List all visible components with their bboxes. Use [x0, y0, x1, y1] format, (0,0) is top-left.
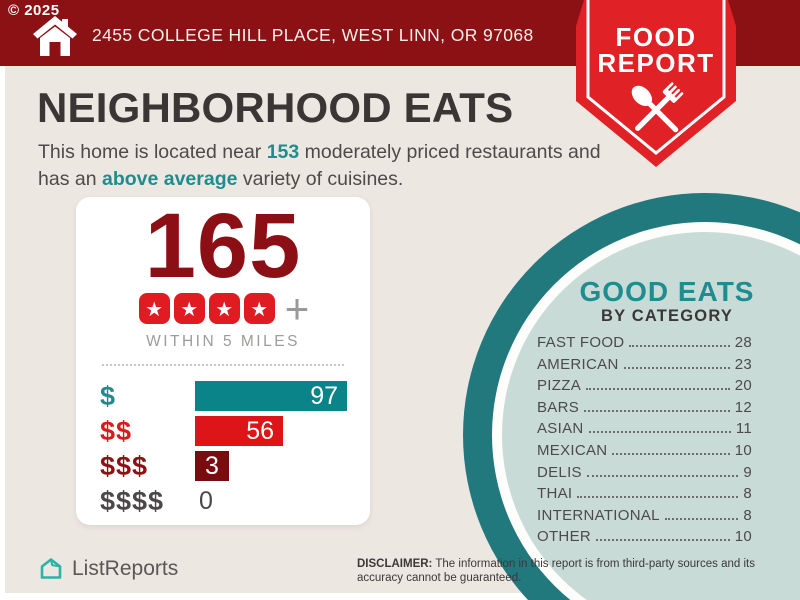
category-row: THAI 8: [537, 485, 752, 507]
dotted-leader: [612, 452, 730, 455]
category-value: 9: [743, 463, 752, 481]
badge-line2: REPORT: [597, 48, 714, 78]
price-row: $$ 56: [100, 416, 370, 446]
dotted-leader: [586, 474, 739, 477]
star-icon: ★: [173, 293, 205, 324]
category-label: ASIAN: [537, 420, 584, 438]
price-tier-label: $$$: [100, 450, 149, 481]
bottom-frame-edge: [0, 593, 800, 600]
category-row: AMERICAN 23: [537, 356, 752, 378]
dotted-leader: [584, 409, 730, 412]
badge-line1: FOOD: [615, 22, 696, 52]
category-label: BARS: [537, 398, 580, 416]
price-bar: 56: [195, 416, 283, 446]
category-value: 28: [734, 334, 752, 351]
category-row: PIZZA 20: [537, 377, 752, 399]
star-icon: ★: [138, 293, 170, 324]
bar-value: 3: [205, 451, 219, 480]
dotted-leader: [629, 345, 730, 347]
category-value: 20: [734, 377, 752, 395]
good-eats-category-list: FAST FOOD 28 AMERICAN 23 PIZZA 20 BARS 12 AS…: [537, 334, 752, 550]
spoon-fork-icon: [631, 82, 684, 133]
property-address: 2455 COLLEGE HILL PLACE, WEST LINN, OR 9…: [92, 25, 534, 45]
brand-name: ListReports: [72, 557, 179, 580]
category-row: BARS 12: [537, 399, 752, 421]
category-row: ASIAN 11: [537, 420, 752, 442]
price-tier-label: $$$$: [100, 485, 165, 516]
category-row: OTHER 10: [537, 528, 752, 550]
card-divider: [102, 364, 344, 366]
bar-value: 97: [310, 381, 338, 410]
plus-sign: +: [284, 285, 310, 332]
category-row: DELIS 9: [537, 464, 752, 486]
price-row: $ 97: [100, 381, 370, 411]
dotted-leader: [664, 517, 739, 520]
food-report-badge: FOOD REPORT: [572, 0, 740, 177]
dotted-leader: [577, 496, 739, 499]
good-eats-subtitle: BY CATEGORY: [600, 307, 734, 325]
variety-highlight: above average: [101, 168, 238, 190]
category-label: OTHER: [537, 528, 591, 546]
home-icon: [33, 16, 77, 61]
page-title: NEIGHBORHOOD EATS: [37, 84, 514, 131]
category-value: 12: [734, 398, 752, 416]
badge-shape: [576, 0, 736, 167]
radius-label: WITHIN 5 MILES: [146, 333, 300, 350]
restaurant-total: 165: [144, 195, 302, 297]
category-value: 8: [743, 506, 752, 524]
price-row: $$$ 3: [100, 451, 370, 481]
star-icon: ★: [243, 293, 275, 324]
price-bar: 3: [195, 451, 229, 481]
star-icon: ★: [208, 293, 240, 324]
category-label: AMERICAN: [537, 355, 619, 373]
category-label: MEXICAN: [537, 441, 608, 459]
category-value: 11: [735, 420, 752, 438]
intro-subtitle: This home is located near 153 moderately…: [38, 141, 601, 190]
restaurant-count-highlight: 153: [266, 141, 300, 163]
dotted-leader: [596, 539, 730, 542]
category-label: PIZZA: [537, 377, 582, 395]
price-tier-bar-chart: $ 97 $$ 56 $$$ 3 $$$$ 0: [100, 381, 370, 516]
good-eats-title: GOOD EATS: [579, 276, 755, 307]
restaurant-stat-card: 165 ★ ★ ★ ★ + WITHIN 5 MILES $ 97 $$ 56 …: [76, 197, 370, 525]
price-tier-label: $: [100, 380, 117, 411]
dotted-leader: [586, 388, 730, 391]
left-frame-edge: [0, 66, 5, 600]
disclaimer-text: DISCLAIMER: The information in this repo…: [357, 558, 755, 584]
category-value: 10: [734, 441, 752, 459]
copyright-text: © 2025: [8, 2, 60, 19]
category-row: MEXICAN 10: [537, 442, 752, 464]
listreports-brand: ListReports: [38, 556, 178, 582]
listreports-logo-icon: [40, 558, 62, 579]
bar-value: 0: [199, 486, 213, 515]
category-label: INTERNATIONAL: [537, 506, 660, 524]
category-label: THAI: [537, 485, 573, 503]
price-bar: 97: [195, 381, 347, 411]
dotted-leader: [623, 366, 730, 369]
category-label: DELIS: [537, 463, 582, 481]
dotted-leader: [588, 431, 731, 434]
price-row: $$$$ 0: [100, 486, 370, 516]
category-value: 8: [743, 485, 752, 503]
price-tier-label: $$: [100, 415, 133, 446]
bar-value: 56: [246, 416, 274, 445]
category-value: 10: [734, 528, 752, 546]
category-value: 23: [734, 355, 752, 373]
star-rating: ★ ★ ★ ★ +: [76, 285, 370, 332]
category-row: FAST FOOD 28: [537, 334, 752, 356]
category-label: FAST FOOD: [537, 334, 625, 351]
category-row: INTERNATIONAL 8: [537, 507, 752, 529]
